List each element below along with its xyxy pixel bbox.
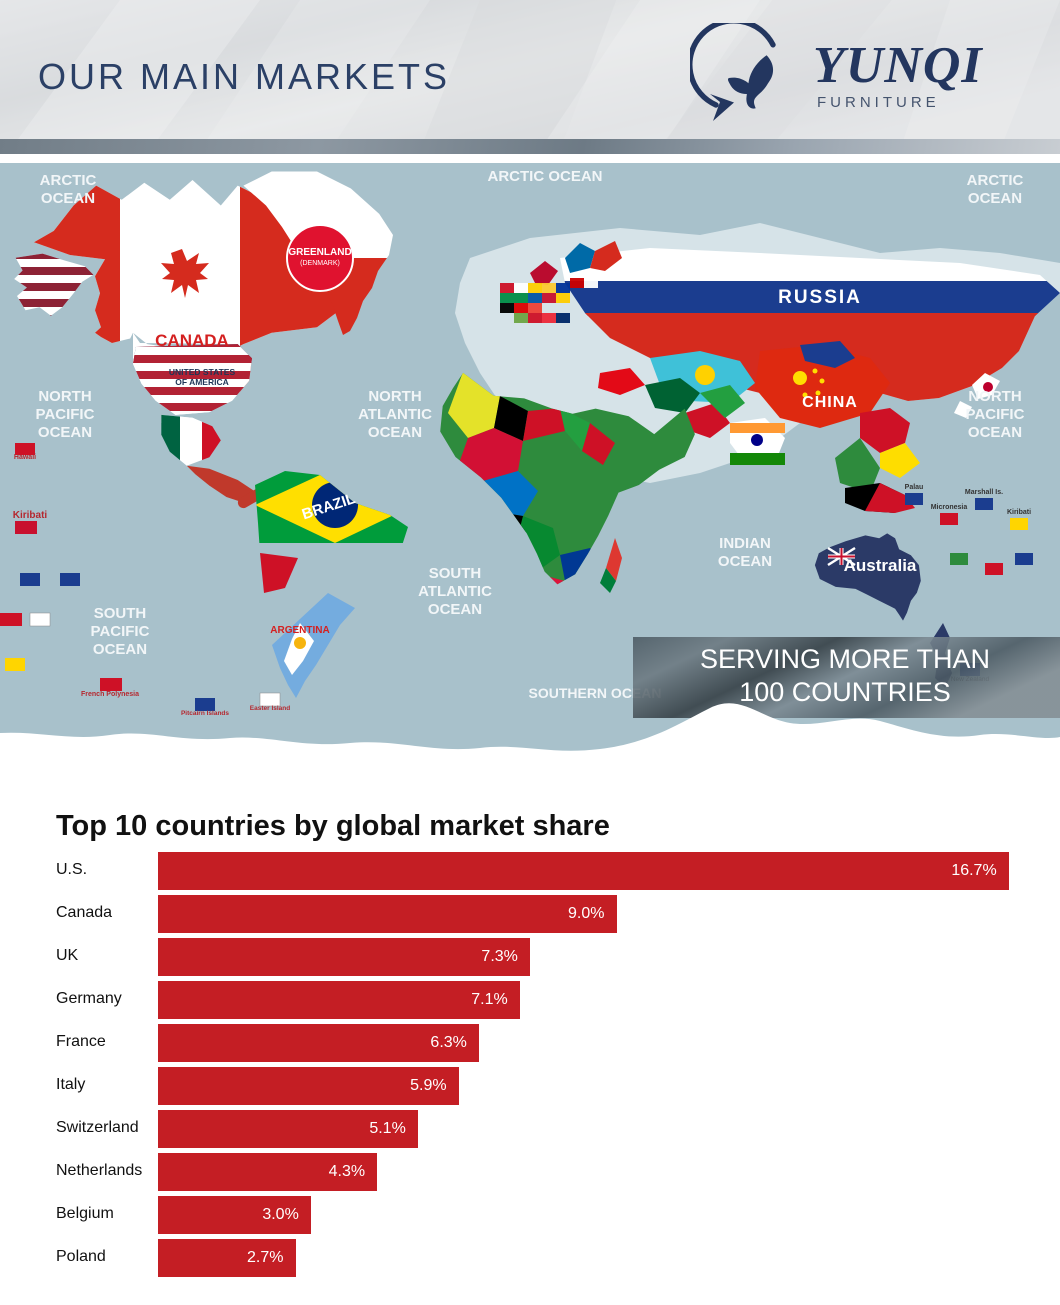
svg-text:French Polynesia: French Polynesia — [81, 691, 139, 698]
svg-text:INDIAN: INDIAN — [719, 535, 771, 552]
svg-text:SOUTH: SOUTH — [94, 605, 147, 622]
svg-text:Australia: Australia — [844, 556, 917, 575]
svg-text:Hawaii: Hawaii — [14, 454, 36, 461]
svg-text:OCEAN: OCEAN — [368, 424, 422, 441]
svg-text:PACIFIC: PACIFIC — [966, 406, 1025, 423]
svg-text:Easter Island: Easter Island — [250, 705, 290, 712]
svg-text:NORTH: NORTH — [968, 388, 1021, 405]
svg-text:ATLANTIC: ATLANTIC — [418, 583, 492, 600]
svg-text:PACIFIC: PACIFIC — [91, 623, 150, 640]
svg-text:Micronesia: Micronesia — [931, 504, 968, 511]
svg-text:ATLANTIC: ATLANTIC — [358, 406, 432, 423]
svg-text:CANADA: CANADA — [155, 331, 229, 350]
svg-text:Palau: Palau — [905, 484, 924, 491]
svg-text:Marshall Is.: Marshall Is. — [965, 489, 1003, 496]
svg-text:Kiribati: Kiribati — [1007, 509, 1031, 516]
svg-text:ARCTIC: ARCTIC — [967, 172, 1024, 189]
svg-text:OCEAN: OCEAN — [38, 424, 92, 441]
svg-text:OCEAN: OCEAN — [428, 601, 482, 618]
svg-text:NORTH: NORTH — [38, 388, 91, 405]
svg-text:SOUTH: SOUTH — [429, 565, 482, 582]
svg-text:PACIFIC: PACIFIC — [36, 406, 95, 423]
svg-text:(DENMARK): (DENMARK) — [300, 260, 340, 267]
svg-text:NORTH: NORTH — [368, 388, 421, 405]
svg-text:OF AMERICA: OF AMERICA — [175, 377, 229, 387]
svg-text:OCEAN: OCEAN — [718, 553, 772, 570]
svg-text:CHINA: CHINA — [802, 394, 858, 411]
svg-text:OCEAN: OCEAN — [968, 190, 1022, 207]
svg-text:SERVING MORE THAN: SERVING MORE THAN — [700, 644, 990, 674]
svg-text:UNITED STATES: UNITED STATES — [169, 367, 236, 377]
svg-text:GREENLAND: GREENLAND — [288, 247, 351, 258]
svg-text:100 COUNTRIES: 100 COUNTRIES — [739, 677, 951, 707]
svg-text:ARCTIC OCEAN: ARCTIC OCEAN — [488, 168, 603, 185]
svg-text:OCEAN: OCEAN — [968, 424, 1022, 441]
svg-text:OCEAN: OCEAN — [93, 641, 147, 658]
svg-text:Pitcairn Islands: Pitcairn Islands — [181, 710, 229, 717]
svg-text:ARGENTINA: ARGENTINA — [270, 625, 329, 636]
svg-text:ARCTIC: ARCTIC — [40, 172, 97, 189]
svg-text:OCEAN: OCEAN — [41, 190, 95, 207]
svg-text:RUSSIA: RUSSIA — [778, 287, 862, 308]
svg-text:Kiribati: Kiribati — [13, 510, 48, 521]
